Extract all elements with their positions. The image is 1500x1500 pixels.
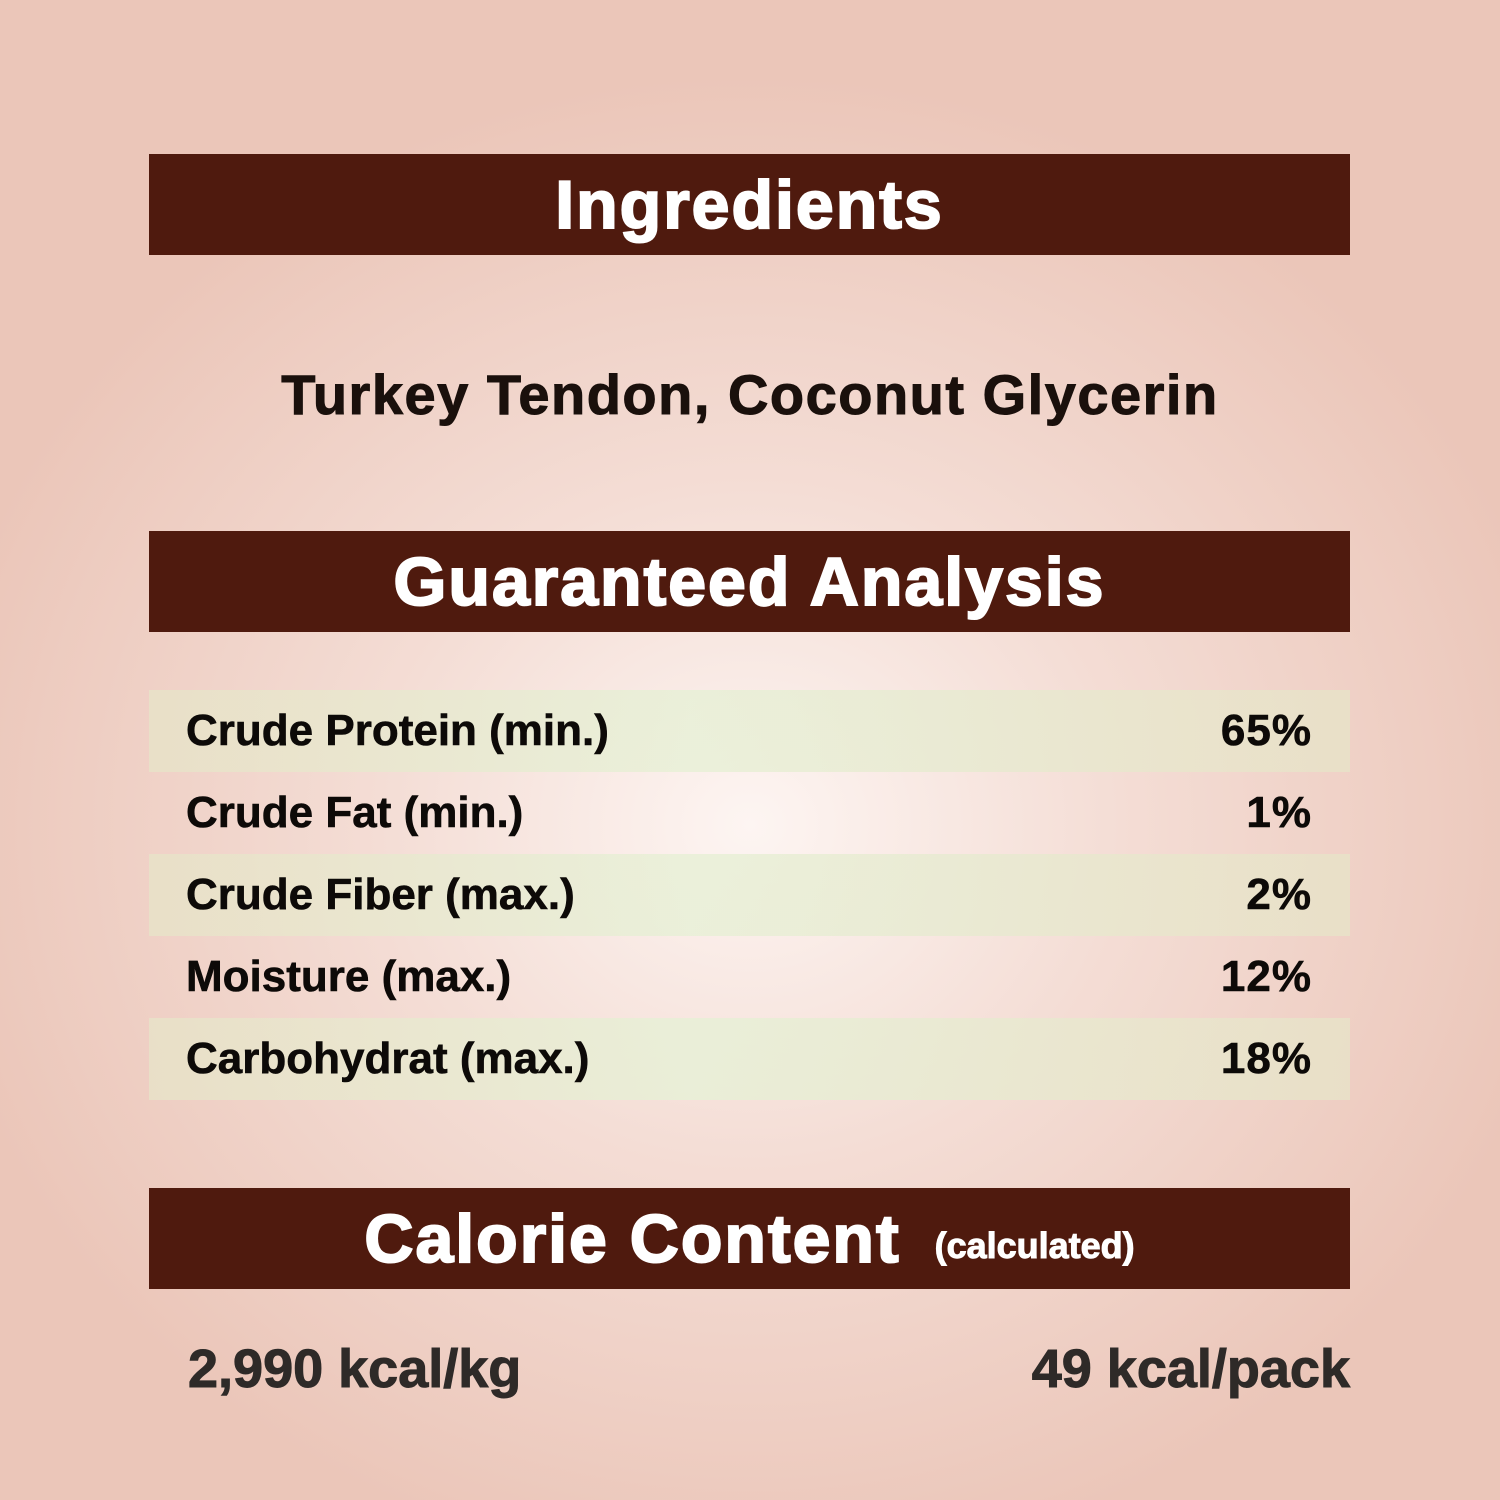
calorie-subheading: (calculated) xyxy=(934,1224,1135,1266)
calories-per-kg: 2,990 kcal/kg xyxy=(187,1339,522,1400)
row-value: 18% xyxy=(1220,1034,1312,1084)
ingredients-banner: Ingredients xyxy=(149,154,1350,255)
row-label: Crude Protein (min.) xyxy=(186,706,610,756)
row-value: 65% xyxy=(1220,706,1312,756)
analysis-banner: Guaranteed Analysis xyxy=(149,531,1350,632)
row-label: Crude Fat (min.) xyxy=(186,788,524,838)
row-value: 1% xyxy=(1246,788,1312,838)
row-value: 2% xyxy=(1246,870,1312,920)
analysis-row: Crude Fat (min.) 1% xyxy=(149,772,1350,854)
calories-per-pack: 49 kcal/pack xyxy=(1031,1339,1350,1400)
row-value: 12% xyxy=(1220,952,1312,1002)
ingredients-text: Turkey Tendon, Coconut Glycerin xyxy=(281,363,1219,427)
analysis-row: Carbohydrat (max.) 18% xyxy=(149,1018,1350,1100)
analysis-row: Moisture (max.) 12% xyxy=(149,936,1350,1018)
row-label: Carbohydrat (max.) xyxy=(186,1034,590,1084)
row-label: Moisture (max.) xyxy=(186,952,512,1002)
analysis-heading: Guaranteed Analysis xyxy=(393,543,1106,621)
row-label: Crude Fiber (max.) xyxy=(186,870,575,920)
ingredients-heading: Ingredients xyxy=(554,166,944,244)
analysis-row: Crude Fiber (max.) 2% xyxy=(149,854,1350,936)
calorie-banner: Calorie Content (calculated) xyxy=(149,1188,1350,1289)
analysis-row: Crude Protein (min.) 65% xyxy=(149,690,1350,772)
calorie-heading: Calorie Content xyxy=(363,1200,901,1278)
